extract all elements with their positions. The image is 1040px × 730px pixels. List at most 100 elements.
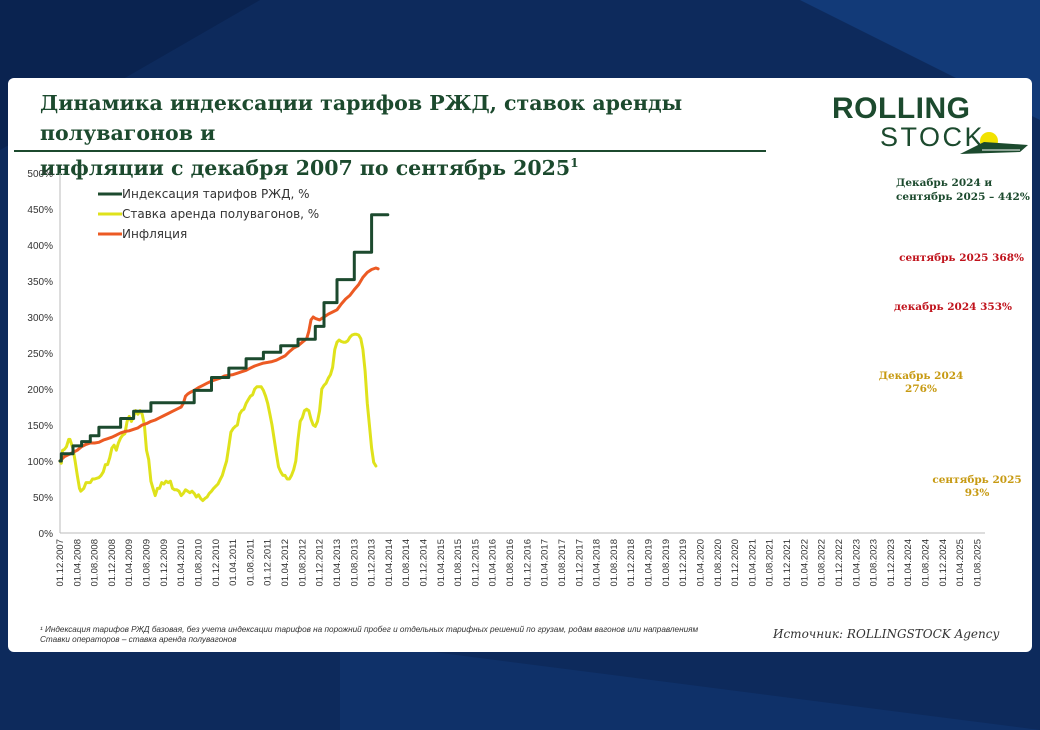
x-tick-label: 01.08.2024 [920, 539, 931, 587]
annotation-tariff-end: сентябрь 2025 – 442% [896, 191, 1030, 203]
x-tick-label: 01.04.2013 [332, 539, 343, 587]
x-tick-label: 01.08.2010 [193, 539, 204, 587]
x-tick-label: 01.12.2013 [367, 539, 378, 587]
series-line-inflation [58, 266, 380, 463]
x-tick-label: 01.12.2011 [263, 539, 274, 586]
y-tick-label: 200% [27, 385, 53, 396]
x-tick-label: 01.08.2011 [245, 539, 256, 586]
y-tick-label: 50% [33, 493, 53, 504]
x-tick-label: 01.12.2020 [730, 539, 741, 587]
x-tick-label: 01.04.2012 [280, 539, 291, 587]
x-tick-label: 01.12.2008 [107, 539, 118, 587]
rollingstock-logo: ROLLING STOCK [832, 92, 1028, 158]
x-tick-label: 01.08.2008 [90, 539, 101, 587]
x-tick-label: 01.08.2017 [557, 539, 568, 587]
x-tick-label: 01.04.2023 [851, 539, 862, 587]
y-tick-label: 100% [27, 457, 53, 468]
chart-card: Динамика индексации тарифов РЖД, ставок … [8, 78, 1032, 652]
x-tick-label: 01.12.2024 [938, 539, 949, 587]
x-tick-label: 01.04.2010 [176, 539, 187, 587]
legend-label-inflation: Инфляция [122, 227, 187, 241]
x-tick-label: 01.08.2016 [505, 539, 516, 587]
y-tick-label: 150% [27, 421, 53, 432]
x-tick-label: 01.08.2020 [713, 539, 724, 587]
annotation-rental-sep2025: сентябрь 2025 [932, 474, 1021, 486]
x-tick-label: 01.12.2017 [574, 539, 585, 587]
x-tick-label: 01.04.2015 [436, 539, 447, 587]
x-tick-label: 01.04.2008 [72, 539, 83, 587]
x-tick-label: 01.08.2009 [142, 539, 153, 587]
y-tick-label: 400% [27, 241, 53, 252]
x-tick-label: 01.12.2007 [55, 539, 66, 587]
x-tick-label: 01.12.2018 [626, 539, 637, 587]
source-label: Источник: ROLLINGSTOCK Agency [773, 627, 1000, 641]
legend-label-tariff: Индексация тарифов РЖД, % [122, 187, 310, 201]
line-chart: 0% 50% 100% 150% 200% 250% 300% 350% 400% 450% 500… [27, 169, 1030, 587]
x-tick-label: 01.04.2019 [644, 539, 655, 587]
x-tick-label: 01.04.2009 [124, 539, 135, 587]
x-tick-label: 01.04.2017 [540, 539, 551, 587]
logo-train-icon [960, 132, 1028, 154]
annotation-tariff-end: Декабрь 2024 и [896, 177, 992, 189]
footnote-line-1: ¹ Индексация тарифов РЖД базовая, без уч… [40, 625, 699, 634]
x-tick-label: 01.12.2021 [782, 539, 793, 587]
x-tick-label: 01.08.2012 [297, 539, 308, 587]
x-tick-label: 01.04.2016 [488, 539, 499, 587]
title-line-2: инфляции с декабря 2007 по сентябрь 2025 [40, 155, 571, 180]
title-footnote-marker: 1 [570, 156, 579, 170]
x-tick-label: 01.08.2023 [869, 539, 880, 587]
y-axis: 0% 50% 100% 150% 200% 250% 300% 350% 400% 450% 500… [27, 169, 985, 540]
x-tick-label: 01.12.2019 [678, 539, 689, 587]
series-line-rental [58, 332, 378, 503]
x-tick-label: 01.08.2015 [453, 539, 464, 587]
title-divider [14, 150, 766, 152]
x-tick-label: 01.12.2010 [211, 539, 222, 587]
x-tick-label: 01.04.2021 [747, 539, 758, 587]
x-tick-label: 01.08.2013 [349, 539, 360, 587]
y-tick-label: 0% [39, 529, 54, 540]
annotation-rental-sep2025: 93% [965, 487, 990, 499]
y-tick-label: 300% [27, 313, 53, 324]
x-tick-label: 01.04.2024 [903, 539, 914, 587]
footnote-line-2: Ставки операторов – ставка аренда полува… [40, 635, 237, 644]
x-tick-label: 01.04.2022 [799, 539, 810, 587]
annotations: Декабрь 2024 и сентябрь 2025 – 442% сентяб… [879, 177, 1030, 499]
series-lines [58, 213, 390, 503]
y-tick-label: 450% [27, 205, 53, 216]
chart-title: Динамика индексации тарифов РЖД, ставок … [40, 88, 820, 183]
x-tick-label: 01.04.2018 [592, 539, 603, 587]
x-tick-label: 01.08.2025 [972, 539, 983, 587]
footnote: ¹ Индексация тарифов РЖД базовая, без уч… [40, 625, 760, 645]
x-tick-label: 01.08.2021 [765, 539, 776, 587]
x-tick-label: 01.04.2020 [695, 539, 706, 587]
annotation-inflation-dec2024: декабрь 2024 353% [894, 301, 1012, 313]
y-tick-label: 350% [27, 277, 53, 288]
x-tick-label: 01.08.2022 [817, 539, 828, 587]
x-tick-label: 01.12.2014 [419, 539, 430, 587]
annotation-inflation-sep2025: сентябрь 2025 368% [899, 252, 1024, 264]
logo-stock-text: STOCK [880, 122, 986, 152]
x-axis: 01.12.2007 01.04.2008 01.08.2008 01.12.2008… [55, 539, 983, 587]
series-line-tariff [58, 213, 390, 463]
x-tick-label: 01.12.2009 [159, 539, 170, 587]
logo-rolling-text: ROLLING [832, 92, 971, 125]
x-tick-label: 01.08.2014 [401, 539, 412, 587]
x-tick-label: 01.12.2015 [470, 539, 481, 587]
x-tick-label: 01.12.2012 [315, 539, 326, 587]
y-tick-label: 250% [27, 349, 53, 360]
x-tick-label: 01.12.2016 [522, 539, 533, 587]
x-tick-label: 01.12.2023 [886, 539, 897, 587]
background-shape [340, 640, 1040, 730]
legend-label-rental: Ставка аренда полувагонов, % [122, 207, 319, 221]
y-tick-label: 500% [27, 169, 53, 180]
legend: Индексация тарифов РЖД, % Ставка аренда п… [98, 187, 319, 241]
annotation-rental-dec2024: 276% [905, 383, 937, 395]
annotation-rental-dec2024: Декабрь 2024 [879, 370, 964, 382]
x-tick-label: 01.12.2022 [834, 539, 845, 587]
x-tick-label: 01.08.2019 [661, 539, 672, 587]
x-tick-label: 01.04.2025 [955, 539, 966, 587]
x-tick-label: 01.04.2014 [384, 539, 395, 587]
x-tick-label: 01.04.2011 [228, 539, 239, 586]
title-line-1: Динамика индексации тарифов РЖД, ставок … [40, 91, 683, 145]
x-tick-label: 01.08.2018 [609, 539, 620, 587]
